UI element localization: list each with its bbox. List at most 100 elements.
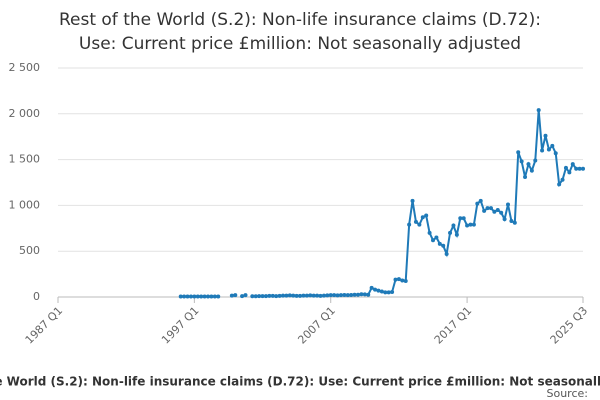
- marker: [488, 206, 493, 211]
- marker: [424, 213, 429, 218]
- marker: [410, 198, 415, 203]
- marker: [342, 292, 347, 297]
- marker: [267, 293, 272, 298]
- marker: [199, 294, 204, 299]
- y-tick-label: 500: [19, 244, 40, 257]
- x-tick-label: 1987 Q1: [23, 304, 66, 347]
- marker: [420, 215, 425, 220]
- marker: [570, 162, 575, 167]
- marker: [492, 209, 497, 214]
- marker: [301, 293, 306, 298]
- marker: [407, 222, 412, 227]
- marker: [328, 293, 333, 298]
- marker: [277, 293, 282, 298]
- marker: [291, 293, 296, 298]
- marker: [352, 292, 357, 297]
- marker: [216, 294, 221, 299]
- marker: [413, 219, 418, 224]
- marker: [386, 290, 391, 295]
- marker: [516, 150, 521, 155]
- marker: [311, 293, 316, 298]
- marker: [485, 206, 490, 211]
- marker: [557, 182, 562, 187]
- marker: [298, 293, 303, 298]
- marker: [332, 293, 337, 298]
- marker: [321, 293, 326, 298]
- chart-title: Use: Current price £million: Not seasona…: [79, 34, 521, 54]
- marker: [519, 159, 524, 164]
- marker: [400, 278, 405, 283]
- marker: [359, 292, 364, 297]
- marker: [574, 166, 579, 171]
- marker: [373, 287, 378, 292]
- marker: [212, 294, 217, 299]
- marker: [356, 292, 360, 297]
- marker: [577, 166, 582, 171]
- marker: [458, 216, 463, 221]
- marker: [499, 210, 504, 215]
- marker: [260, 294, 265, 299]
- marker: [581, 166, 585, 171]
- y-tick-label: 1 500: [9, 153, 41, 166]
- marker: [427, 230, 432, 235]
- marker: [315, 293, 320, 298]
- marker: [563, 165, 568, 170]
- marker: [178, 294, 183, 299]
- marker: [441, 243, 446, 248]
- marker: [471, 222, 476, 227]
- marker: [482, 208, 487, 213]
- marker: [567, 170, 572, 175]
- marker: [366, 292, 371, 297]
- marker: [540, 148, 545, 153]
- marker: [536, 108, 541, 113]
- y-tick-label: 0: [33, 290, 40, 303]
- marker: [478, 198, 483, 203]
- chart-title: Rest of the World (S.2): Non-life insura…: [59, 10, 541, 30]
- marker: [526, 162, 531, 167]
- marker: [240, 294, 245, 299]
- marker: [325, 293, 330, 298]
- marker: [345, 293, 350, 298]
- marker: [304, 293, 309, 298]
- marker: [185, 294, 190, 299]
- marker: [560, 177, 565, 182]
- marker: [461, 216, 466, 221]
- marker: [188, 294, 193, 299]
- marker: [533, 158, 538, 163]
- marker: [448, 230, 453, 235]
- marker: [454, 232, 459, 237]
- marker: [523, 175, 528, 180]
- marker: [243, 293, 248, 298]
- marker: [229, 293, 234, 298]
- marker: [468, 222, 473, 227]
- marker: [335, 293, 340, 298]
- marker: [209, 294, 214, 299]
- marker: [417, 222, 422, 227]
- marker: [308, 293, 313, 298]
- marker: [250, 294, 255, 299]
- marker: [502, 217, 507, 222]
- footer: Rest of the World (S.2): Non-life insura…: [0, 375, 600, 389]
- marker: [349, 292, 354, 297]
- marker: [546, 147, 551, 152]
- marker: [431, 238, 435, 243]
- marker: [263, 294, 268, 299]
- marker: [270, 293, 275, 298]
- x-tick-label: 2017 Q1: [432, 304, 475, 347]
- marker: [206, 294, 210, 299]
- y-tick-label: 2 500: [9, 61, 41, 74]
- marker: [512, 220, 517, 225]
- x-tick-label: 1997 Q1: [159, 304, 202, 347]
- marker: [281, 293, 285, 298]
- marker: [437, 241, 442, 246]
- marker: [403, 278, 408, 283]
- marker: [369, 285, 374, 290]
- marker: [506, 202, 510, 207]
- source: Source:: [547, 387, 589, 400]
- marker: [318, 293, 323, 298]
- marker: [195, 294, 200, 299]
- marker: [379, 289, 384, 294]
- marker: [465, 223, 470, 228]
- x-tick-label: 2025 Q3: [548, 304, 591, 347]
